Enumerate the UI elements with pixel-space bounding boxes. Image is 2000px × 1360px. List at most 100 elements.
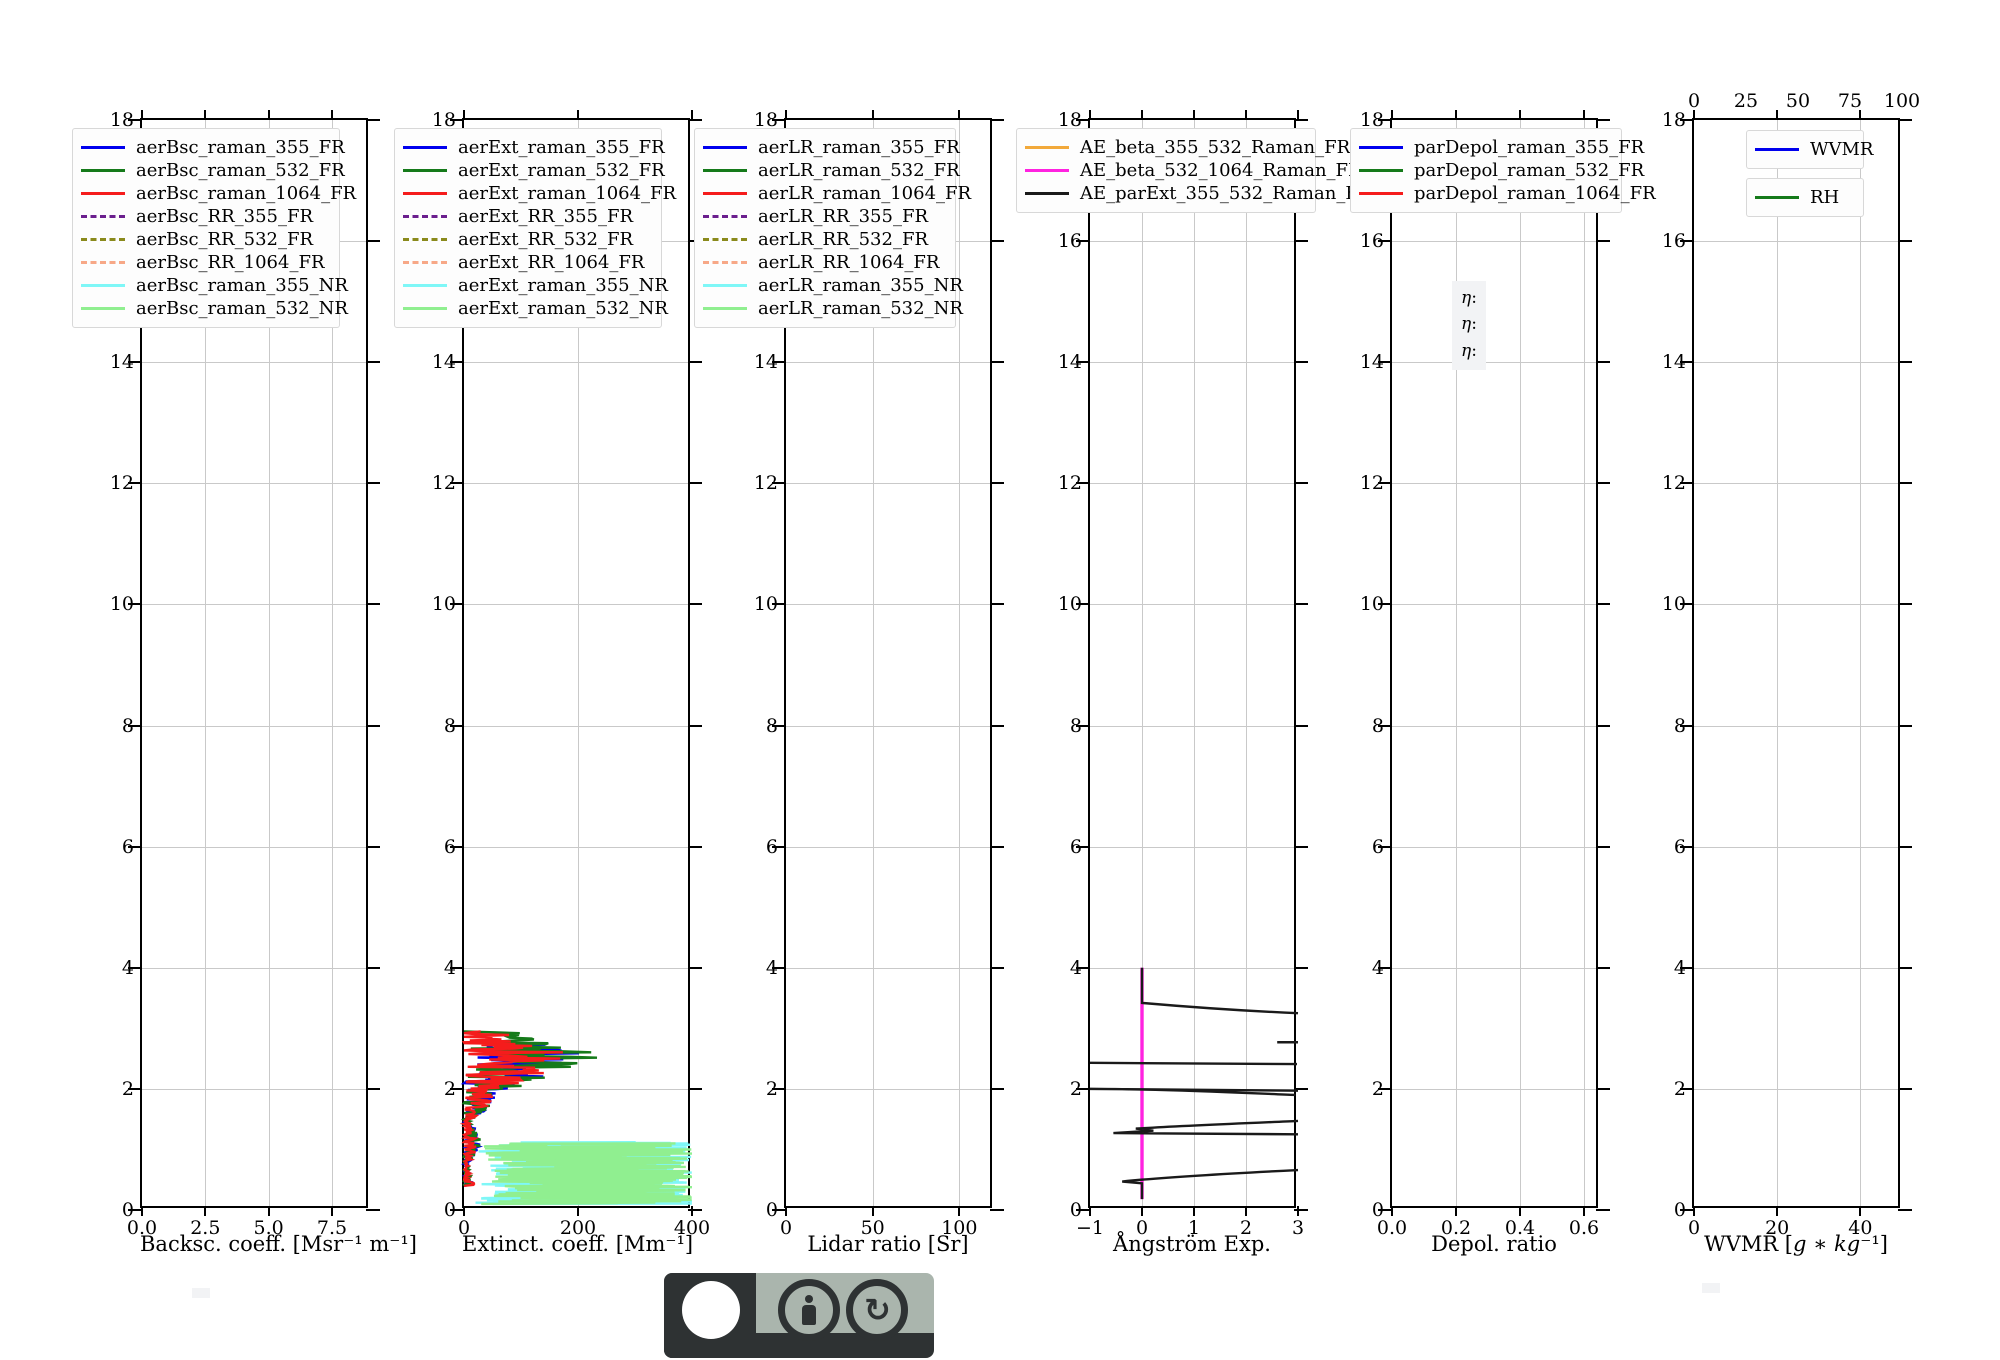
y-tick: [1076, 482, 1090, 485]
y-tick: [128, 482, 142, 485]
legend-item[interactable]: WVMR: [1755, 138, 1873, 161]
y-tick-label: 8: [1673, 714, 1686, 737]
y-tick: [1680, 240, 1694, 243]
y-tick-label: 14: [1359, 351, 1384, 374]
x-tick: [785, 1206, 787, 1216]
x-tick-top: [1583, 110, 1585, 120]
legend-item[interactable]: aerLR_raman_532_NR: [703, 297, 963, 320]
legend-item[interactable]: aerBsc_raman_355_FR: [81, 136, 345, 159]
plot-area-depol-ratio[interactable]: 0 2 4 6 8 10 12 14 16 18 0.0 0.2 0.4 0.6: [1360, 109, 1610, 1239]
y-tick-label: 10: [1661, 593, 1686, 616]
gridline-h: [786, 725, 990, 727]
legend-label: aerExt_raman_532_FR: [458, 159, 665, 181]
y-tick-right: [688, 1209, 702, 1211]
x-tick-label: 2.5: [190, 1217, 221, 1239]
y-tick-label: 8: [1371, 714, 1384, 737]
x-tick-top: [1141, 110, 1143, 120]
legend-item[interactable]: aerBsc_RR_1064_FR: [81, 251, 330, 274]
legend-item[interactable]: parDepol_raman_355_FR: [1359, 136, 1644, 159]
legend-color-swatch: [1755, 196, 1799, 199]
legend-item[interactable]: aerExt_raman_1064_FR: [403, 182, 676, 205]
legend-item[interactable]: aerBsc_raman_532_FR: [81, 159, 345, 182]
legend-item[interactable]: RH: [1755, 186, 1854, 209]
legend-item[interactable]: AE_beta_532_1064_Raman_FR: [1025, 159, 1362, 182]
legend-item[interactable]: aerBsc_raman_532_NR: [81, 297, 348, 320]
gridline-h: [1694, 1088, 1898, 1090]
legend-item[interactable]: aerExt_RR_1064_FR: [403, 251, 652, 274]
legend-item[interactable]: AE_parExt_355_532_Raman_FR: [1025, 182, 1371, 205]
legend-item[interactable]: aerLR_raman_532_FR: [703, 159, 960, 182]
gridline-h: [786, 483, 990, 485]
legend-item[interactable]: parDepol_raman_1064_FR: [1359, 182, 1656, 205]
x-tick-label: 0: [1135, 1217, 1149, 1239]
y-tick-label: 10: [1359, 593, 1384, 616]
legend-item[interactable]: aerExt_raman_355_FR: [403, 136, 665, 159]
legend-label: aerBsc_raman_532_NR: [136, 297, 348, 319]
legend-item[interactable]: aerBsc_RR_532_FR: [81, 228, 330, 251]
y-tick: [1378, 361, 1392, 364]
y-tick: [1378, 603, 1392, 606]
y-tick-right: [366, 1087, 380, 1090]
legend-label: AE_parExt_355_532_Raman_FR: [1080, 182, 1372, 204]
person-body: [802, 1305, 816, 1325]
y-tick: [772, 603, 786, 606]
legend-color-swatch: [1025, 192, 1069, 195]
y-tick-label: 0: [1069, 1199, 1082, 1221]
legend-color-swatch: [1025, 169, 1069, 172]
legend-item[interactable]: aerExt_raman_355_NR: [403, 274, 668, 297]
legend-item[interactable]: aerExt_raman_532_FR: [403, 159, 665, 182]
x-tick-label: 400: [673, 1217, 711, 1239]
legend-color-swatch: [703, 284, 747, 287]
gridline-h: [1090, 362, 1294, 364]
legend-item[interactable]: aerLR_raman_355_FR: [703, 136, 960, 159]
x-tick: [958, 1206, 961, 1216]
gridline-h: [464, 483, 688, 485]
y-tick-label: 18: [431, 109, 456, 131]
rh-tick-label: 75: [1837, 90, 1863, 112]
y-tick: [1076, 724, 1090, 727]
x-tick: [204, 1206, 207, 1216]
y-tick: [1680, 482, 1694, 485]
legend-item[interactable]: aerExt_raman_532_NR: [403, 297, 668, 320]
legend-wvmr-0: WVMR: [1746, 130, 1873, 169]
y-tick-right: [1898, 1087, 1912, 1090]
x-tick-top: [958, 110, 961, 120]
x-axis-title-extinction: Extinct. coeff. [Mm⁻¹]: [462, 1232, 694, 1256]
legend-item[interactable]: aerBsc_raman_1064_FR: [81, 182, 356, 205]
x-tick-top: [785, 110, 787, 120]
legend-item[interactable]: aerLR_RR_1064_FR: [703, 251, 946, 274]
gridline-h: [1090, 604, 1294, 606]
gridline-h: [464, 604, 688, 606]
legend-item[interactable]: aerLR_RR_355_FR: [703, 205, 946, 228]
x-tick-label: 100: [941, 1217, 978, 1239]
legend-item[interactable]: AE_beta_355_532_Raman_FR: [1025, 136, 1350, 159]
wv-calibration-annotation: [1702, 1283, 1720, 1293]
gridline-h: [1392, 967, 1596, 969]
legend-item[interactable]: aerLR_raman_355_NR: [703, 274, 963, 297]
legend-item[interactable]: parDepol_raman_532_FR: [1359, 159, 1644, 182]
x-tick-top: [871, 110, 874, 120]
gridline-h: [1392, 846, 1596, 848]
legend-item[interactable]: aerExt_RR_355_FR: [403, 205, 652, 228]
legend-item[interactable]: aerLR_raman_1064_FR: [703, 182, 971, 205]
gridline-v: [205, 120, 207, 1206]
gridline-h: [1392, 604, 1596, 606]
legend-item[interactable]: aerBsc_RR_355_FR: [81, 205, 330, 228]
x-tick: [1519, 1206, 1521, 1216]
legend-item[interactable]: aerBsc_raman_355_NR: [81, 274, 348, 297]
legend-item[interactable]: aerExt_RR_532_FR: [403, 228, 652, 251]
y-tick-right: [1294, 1087, 1308, 1090]
plot-area-angstrom[interactable]: 0 2 4 6 8 10 12 14 16 18 −1 0 1 2 3: [1058, 109, 1308, 1239]
y-tick: [1680, 1209, 1694, 1211]
y-tick-label: 6: [1069, 835, 1082, 858]
y-tick-right: [1596, 603, 1610, 606]
y-tick-label: 18: [1661, 109, 1686, 131]
gridline-v: [1520, 120, 1521, 1206]
y-tick: [450, 603, 464, 606]
legend-wvmr-1: RH: [1746, 178, 1864, 217]
gridline-v: [1777, 120, 1779, 1206]
y-tick: [128, 361, 142, 364]
plot-area-wvmr[interactable]: 0 2 4 6 8 10 12 14 16 18 0 20 40 0 25 50 75 100: [1662, 90, 1920, 1239]
legend-item[interactable]: aerLR_RR_532_FR: [703, 228, 946, 251]
